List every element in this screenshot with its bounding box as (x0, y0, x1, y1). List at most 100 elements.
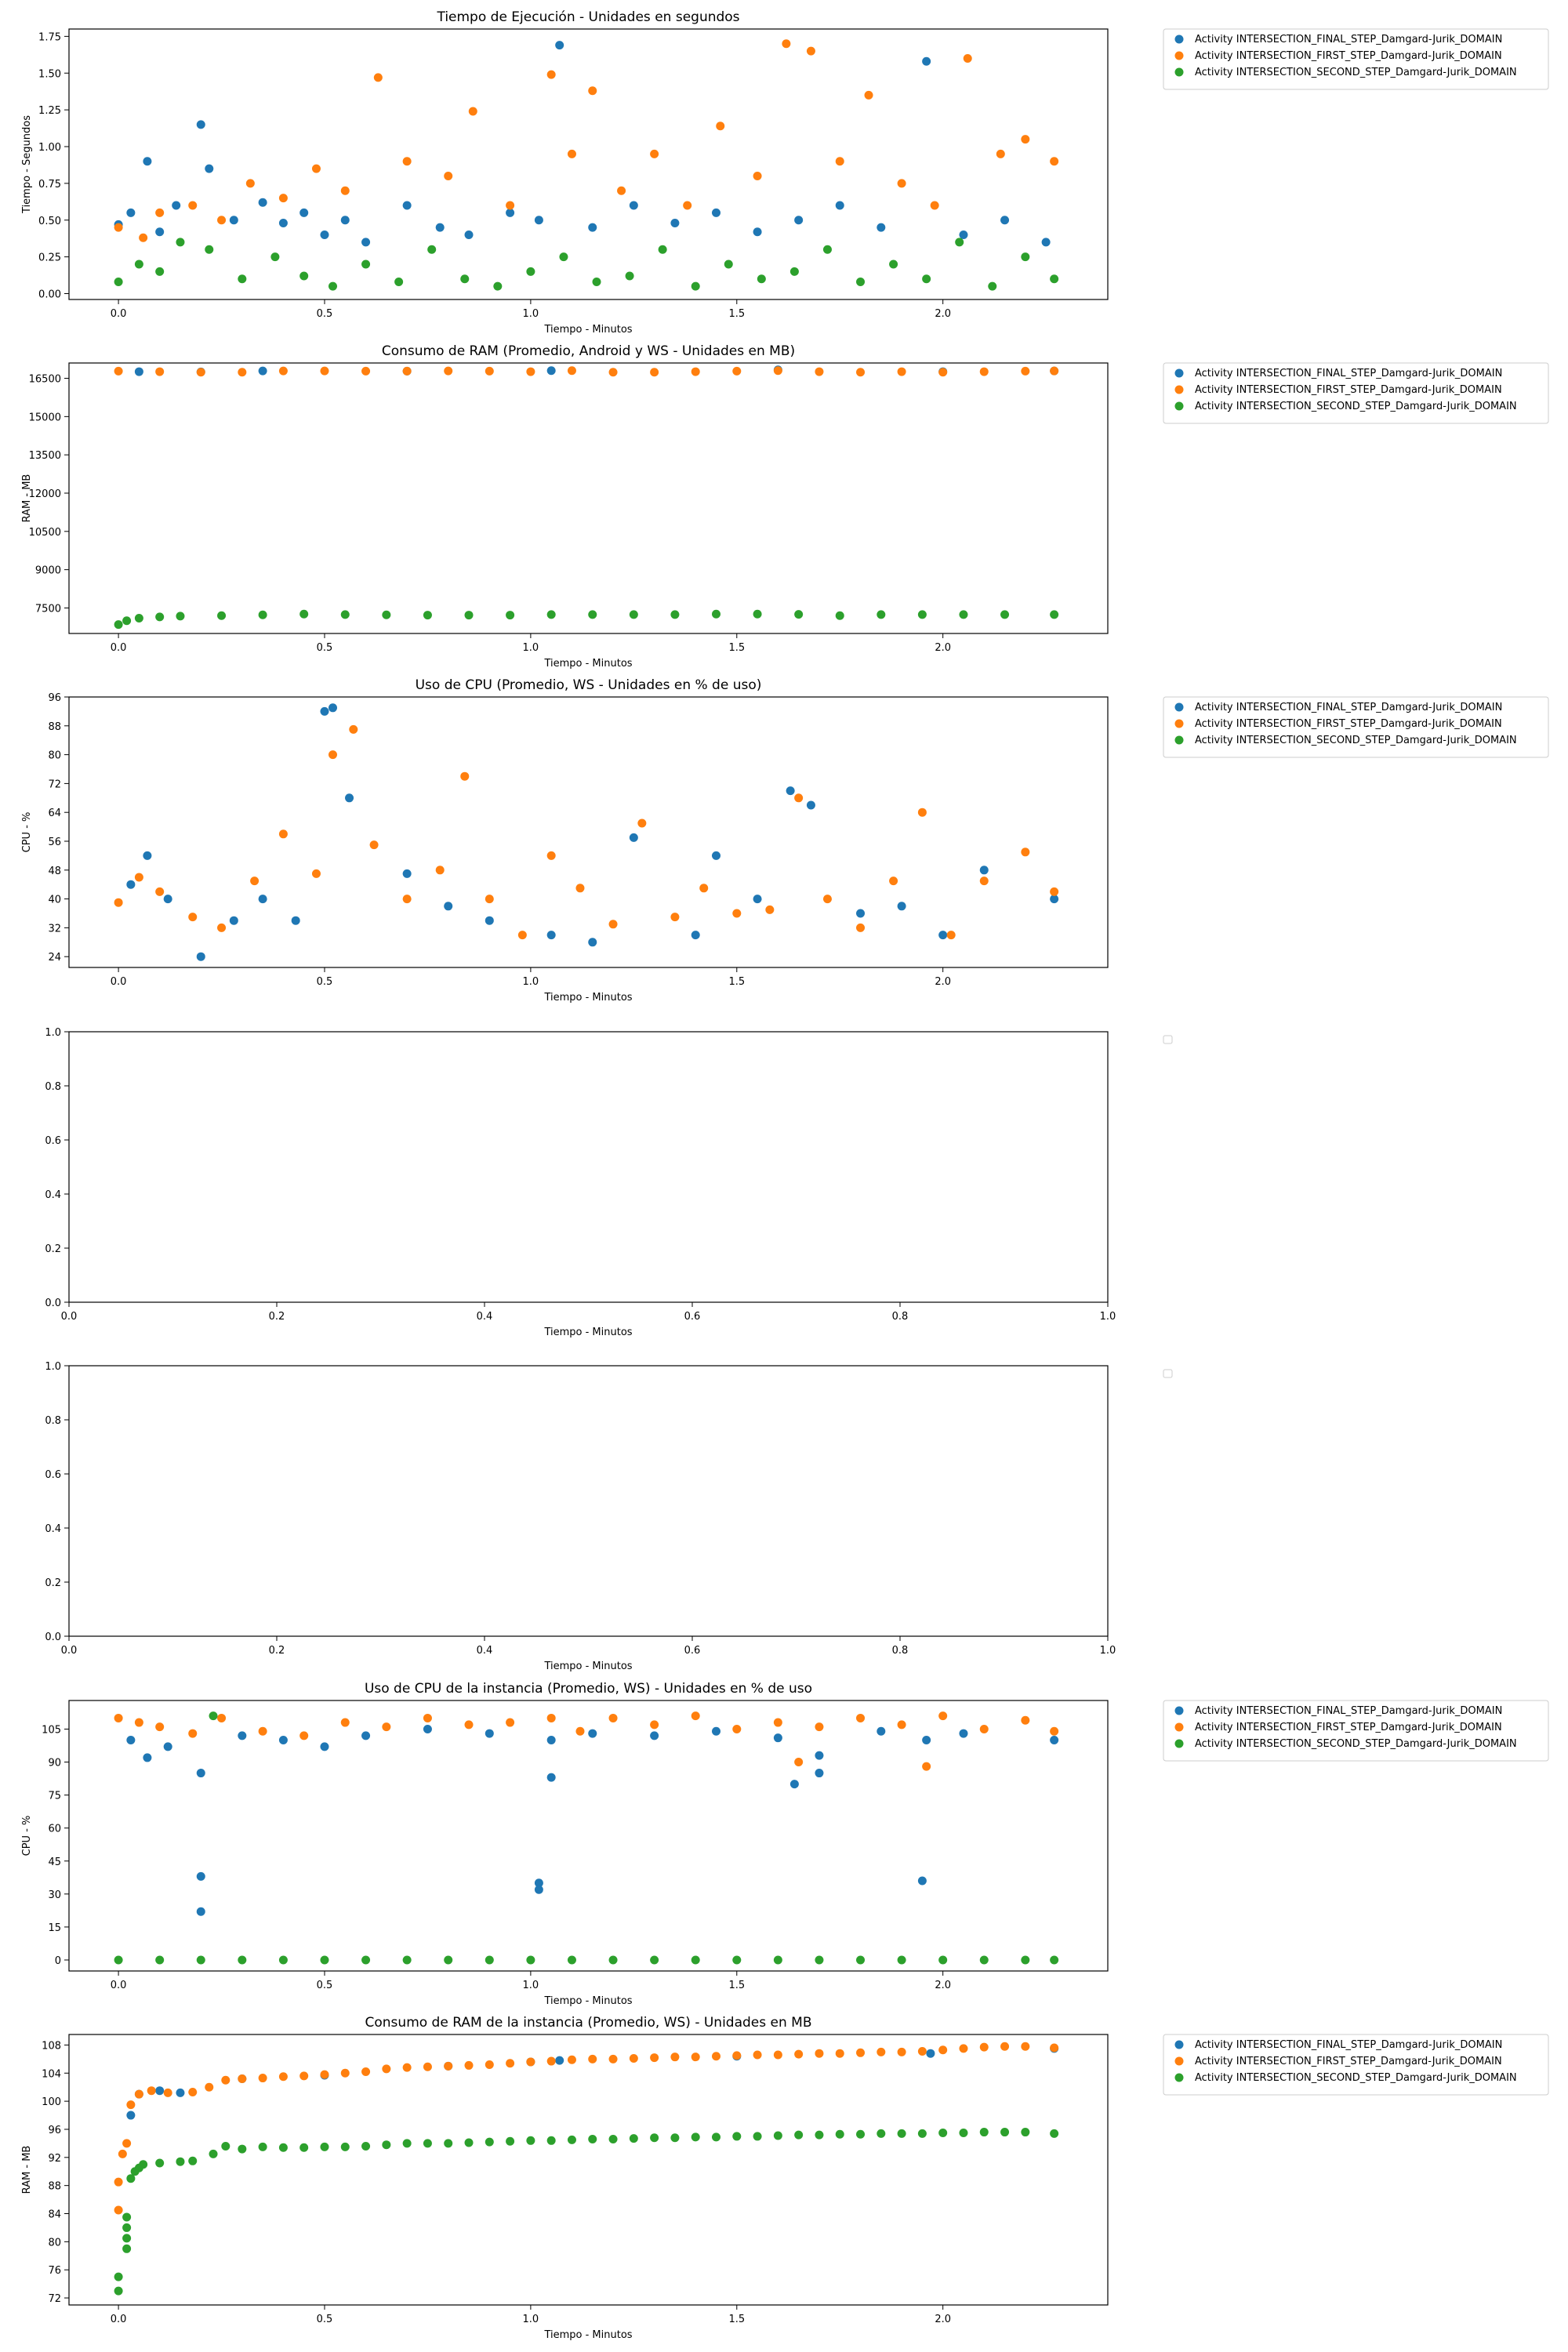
data-point (691, 1711, 700, 1721)
y-tick-label: 80 (48, 750, 61, 762)
data-point (143, 1753, 152, 1762)
data-point (773, 1955, 782, 1965)
data-point (361, 2141, 371, 2151)
y-tick-label: 9000 (35, 565, 61, 577)
data-point (526, 1955, 535, 1965)
data-point (258, 1726, 267, 1736)
x-axis-label: Tiempo - Minutos (543, 1327, 632, 1338)
data-point (546, 70, 556, 79)
data-point (922, 1735, 931, 1744)
data-point (732, 1724, 742, 1733)
data-point (320, 706, 329, 716)
data-point (773, 366, 782, 376)
y-tick-label: 0.00 (38, 289, 61, 301)
data-point (196, 1769, 205, 1778)
data-point (139, 2160, 148, 2169)
data-point (217, 216, 227, 225)
data-point (460, 274, 470, 284)
data-point (506, 201, 515, 210)
data-point (122, 2244, 132, 2253)
x-tick-label: 1.0 (523, 308, 539, 320)
legend-box (1163, 28, 1549, 90)
x-tick-label: 1.0 (523, 1980, 539, 1991)
data-point (979, 866, 989, 875)
y-tick-label: 0.25 (38, 252, 61, 264)
data-point (753, 2132, 762, 2141)
data-point (1050, 2129, 1059, 2138)
data-point (670, 913, 680, 922)
data-point (402, 869, 412, 878)
y-tick-label: 0.75 (38, 179, 61, 191)
data-point (423, 1724, 432, 1733)
legend-marker (1174, 735, 1184, 745)
data-point (258, 2142, 267, 2151)
y-tick-label: 88 (48, 721, 61, 733)
data-point (897, 2129, 906, 2138)
data-point (155, 1722, 165, 1732)
data-point (155, 1955, 165, 1965)
data-point (340, 186, 350, 195)
data-point (575, 884, 585, 893)
data-point (1050, 895, 1059, 904)
data-point (959, 1729, 968, 1738)
x-tick-label: 0.0 (111, 308, 127, 320)
data-point (567, 1955, 576, 1965)
data-point (196, 368, 205, 377)
data-point (278, 194, 288, 203)
data-point (299, 609, 309, 619)
data-point (299, 2071, 309, 2081)
data-point (122, 2212, 132, 2222)
x-tick-label: 1.0 (523, 642, 539, 654)
data-point (340, 216, 350, 225)
y-tick-label: 10500 (29, 527, 61, 539)
data-point (897, 902, 906, 911)
data-point (617, 186, 626, 195)
data-point (588, 86, 597, 96)
x-tick-label: 2.0 (935, 976, 951, 988)
data-point (691, 2053, 700, 2062)
data-points (114, 1711, 1059, 1965)
data-point (517, 931, 527, 940)
data-point (555, 41, 564, 50)
chart-panel-0: Tiempo de Ejecución - Unidades en segund… (21, 9, 1549, 336)
plot-area (68, 28, 1109, 300)
data-point (394, 278, 404, 286)
y-tick-label: 0.8 (45, 1415, 61, 1427)
x-tick-label: 0.8 (892, 1311, 909, 1323)
x-axis-label: Tiempo - Minutos (543, 658, 632, 670)
data-point (1021, 366, 1030, 376)
data-point (753, 2050, 762, 2060)
data-point (1050, 1735, 1059, 1744)
x-axis-label: Tiempo - Minutos (543, 992, 632, 1004)
x-tick-label: 0.0 (111, 976, 127, 988)
data-point (773, 1718, 782, 1727)
data-point (963, 54, 972, 63)
data-point (959, 2044, 968, 2053)
data-point (126, 2111, 136, 2120)
data-point (1021, 848, 1030, 857)
data-point (789, 267, 799, 276)
legend-label: Activity INTERSECTION_FINAL_STEP_Damgard… (1195, 702, 1502, 713)
data-point (320, 2142, 329, 2151)
data-point (815, 1769, 824, 1778)
data-point (794, 1758, 804, 1767)
data-point (856, 1955, 866, 1965)
data-point (650, 1955, 659, 1965)
chart-panel-1: Consumo de RAM (Promedio, Android y WS -… (21, 343, 1549, 670)
data-point (340, 2142, 350, 2151)
x-tick-label: 0.4 (477, 1645, 493, 1657)
data-point (773, 1733, 782, 1743)
chart-panel-2: Uso de CPU (Promedio, WS - Unidades en %… (21, 677, 1549, 1004)
y-tick-label: 0.0 (45, 1632, 61, 1643)
data-point (856, 2129, 866, 2139)
data-point (423, 1713, 432, 1722)
legend-label: Activity INTERSECTION_SECOND_STEP_Damgar… (1195, 1738, 1517, 1750)
y-axis-label: CPU - % (21, 812, 33, 853)
data-point (229, 216, 238, 225)
data-point (196, 952, 205, 961)
y-tick-label: 100 (42, 2096, 61, 2108)
legend-box (1163, 1369, 1173, 1378)
data-point (930, 201, 939, 210)
x-tick-label: 0.5 (317, 976, 333, 988)
data-point (328, 750, 338, 760)
